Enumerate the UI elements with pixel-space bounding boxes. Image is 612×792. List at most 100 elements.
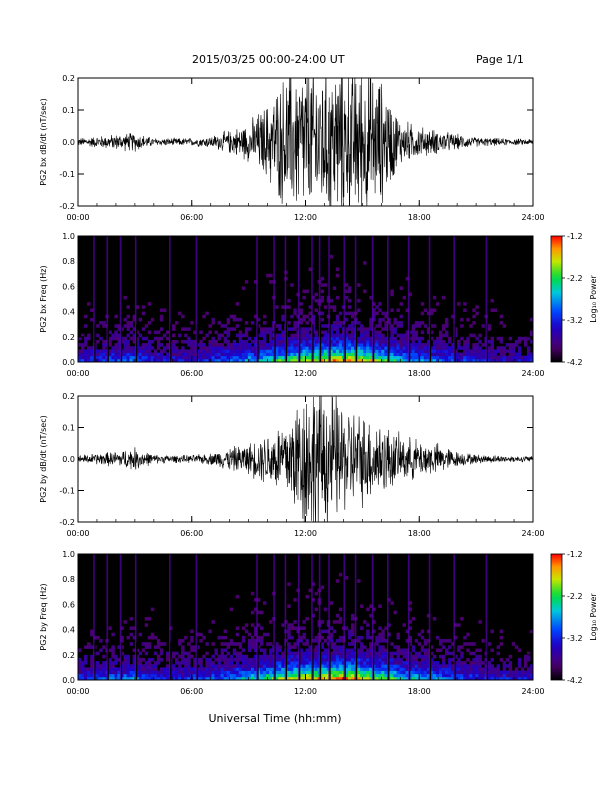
- streak: [195, 554, 198, 680]
- x-tick-label: 00:00: [66, 529, 89, 538]
- x-tick-label: 18:00: [408, 213, 431, 222]
- streak: [428, 554, 431, 680]
- y-tick-label: 1.0: [62, 232, 75, 241]
- streak: [311, 554, 313, 680]
- spectrogram-cells: [78, 554, 534, 681]
- y-tick-label: 0.8: [62, 257, 75, 266]
- colorbar-tick-label: -2.2: [567, 274, 583, 283]
- streak: [354, 236, 357, 362]
- streak: [387, 236, 389, 362]
- x-tick-label: 24:00: [521, 687, 544, 696]
- streak: [106, 236, 109, 362]
- x-tick-label: 00:00: [66, 369, 89, 378]
- streak: [256, 554, 258, 680]
- x-tick-label: 06:00: [180, 369, 203, 378]
- y-tick-label: -0.2: [59, 518, 75, 527]
- streak: [343, 236, 346, 362]
- streak: [134, 236, 137, 362]
- colorbar-tick-label: -3.2: [567, 634, 583, 643]
- streak: [485, 554, 488, 680]
- streak: [106, 554, 109, 680]
- x-tick-label: 24:00: [521, 369, 544, 378]
- streak: [318, 236, 321, 362]
- y-axis-label: PG2 by dB/dt (nT/sec): [39, 415, 48, 502]
- streak: [297, 236, 300, 362]
- streak: [343, 554, 346, 680]
- y-tick-label: -0.1: [59, 487, 75, 496]
- x-tick-label: 18:00: [408, 687, 431, 696]
- streak: [273, 236, 275, 362]
- streak: [354, 554, 357, 680]
- colorbar-tick-label: -1.2: [567, 232, 583, 241]
- y-axis-label: PG2 by Freq (Hz): [39, 583, 48, 650]
- y-axis-label: PG2 bx Freq (Hz): [39, 265, 48, 332]
- colorbar: [550, 553, 563, 681]
- x-tick-label: 06:00: [180, 687, 203, 696]
- streak: [371, 236, 374, 362]
- colorbar-tick-label: -3.2: [567, 316, 583, 325]
- y-tick-label: 0.6: [62, 600, 75, 609]
- streak: [93, 554, 95, 680]
- x-tick-label: 06:00: [180, 529, 203, 538]
- x-tick-label: 00:00: [66, 687, 89, 696]
- series-line: [78, 396, 533, 522]
- colorbar-tick-label: -4.2: [567, 358, 583, 367]
- colorbar-tick-label: -1.2: [567, 550, 583, 559]
- panel-frame: [77, 553, 534, 681]
- y-tick-label: -0.2: [59, 202, 75, 211]
- streak: [195, 236, 198, 362]
- y-tick-label: 0.2: [62, 333, 75, 342]
- colorbar-tick-label: -2.2: [567, 592, 583, 601]
- streak: [407, 554, 410, 680]
- y-tick-label: 0.0: [62, 358, 75, 367]
- panel-frame: [77, 235, 534, 363]
- page-title: 2015/03/25 00:00-24:00 UT: [192, 53, 345, 66]
- streak: [328, 236, 330, 362]
- y-tick-label: 0.0: [62, 138, 75, 147]
- y-tick-label: 0.8: [62, 575, 75, 584]
- x-tick-label: 00:00: [66, 213, 89, 222]
- x-tick-label: 24:00: [521, 529, 544, 538]
- streak: [371, 554, 374, 680]
- y-tick-label: 0.2: [62, 392, 75, 401]
- colorbar-label: Log₁₀ Power: [589, 593, 598, 641]
- x-tick-label: 06:00: [180, 213, 203, 222]
- streak: [453, 236, 455, 362]
- streak: [119, 554, 122, 680]
- streak: [284, 554, 287, 680]
- x-tick-label: 12:00: [294, 213, 317, 222]
- y-tick-label: 0.0: [62, 676, 75, 685]
- x-tick-label: 24:00: [521, 213, 544, 222]
- y-tick-label: 0.2: [62, 651, 75, 660]
- streak: [387, 554, 389, 680]
- streak: [297, 554, 300, 680]
- streak: [169, 554, 171, 680]
- streak: [311, 236, 313, 362]
- x-tick-label: 18:00: [408, 369, 431, 378]
- series-line: [78, 78, 533, 206]
- y-axis-label: PG2 bx dB/dt (nT/sec): [39, 98, 48, 185]
- streak: [328, 554, 330, 680]
- streak: [256, 236, 258, 362]
- x-tick-label: 12:00: [294, 369, 317, 378]
- streak: [134, 554, 137, 680]
- colorbar: [550, 235, 563, 363]
- colorbar-label: Log₁₀ Power: [589, 275, 598, 323]
- streak: [407, 236, 410, 362]
- x-axis-title: Universal Time (hh:mm): [209, 712, 342, 725]
- x-tick-label: 12:00: [294, 529, 317, 538]
- streak: [169, 236, 171, 362]
- streak: [93, 236, 95, 362]
- y-tick-label: -0.1: [59, 170, 75, 179]
- streak: [318, 554, 321, 680]
- y-tick-label: 0.2: [62, 74, 75, 83]
- streak: [284, 236, 287, 362]
- streak: [485, 236, 488, 362]
- streak: [428, 236, 431, 362]
- y-tick-label: 0.4: [62, 626, 75, 635]
- streak: [273, 554, 275, 680]
- spectrogram-cells: [78, 236, 534, 363]
- y-tick-label: 0.6: [62, 282, 75, 291]
- y-tick-label: 0.0: [62, 455, 75, 464]
